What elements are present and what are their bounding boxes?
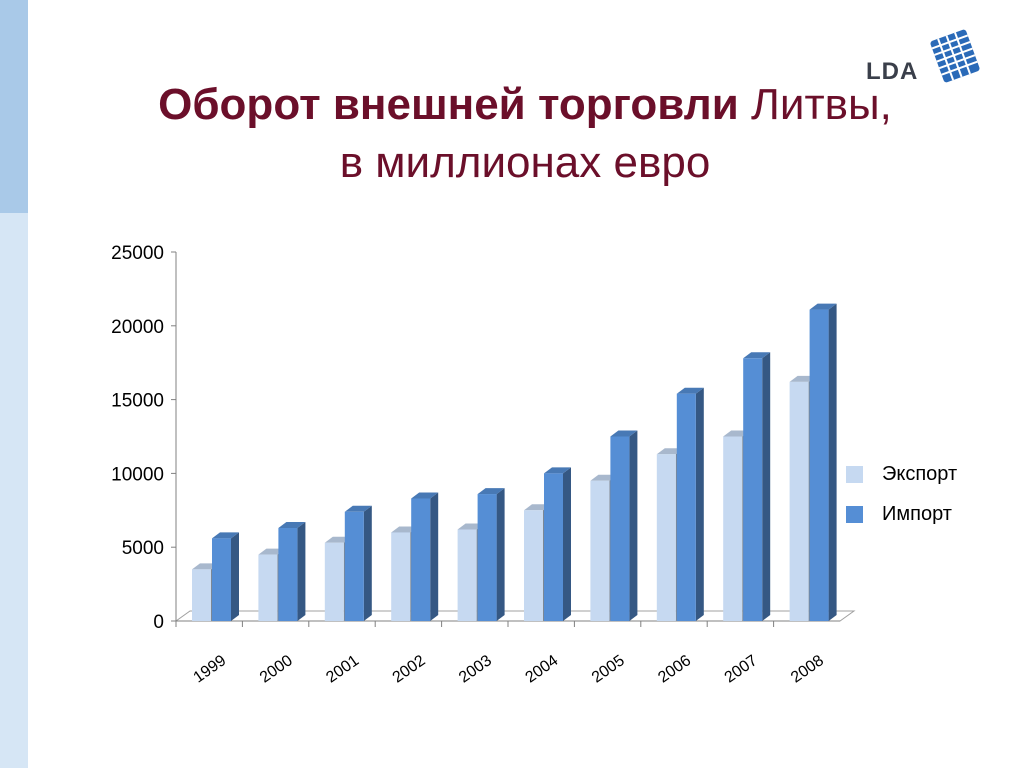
bar-top-import — [411, 492, 439, 499]
bar-top-import — [809, 303, 837, 310]
bar-side-import — [430, 492, 439, 621]
bar-top-import — [743, 352, 771, 359]
title-bold-part: Оборот внешней торговли — [158, 80, 739, 129]
y-tick-label: 20000 — [111, 317, 164, 338]
bar-export — [524, 510, 543, 621]
x-tick-label: 2004 — [522, 652, 561, 686]
x-tick-label: 2001 — [323, 652, 362, 686]
bar-export — [656, 454, 676, 621]
x-tick-label: 2003 — [456, 652, 495, 686]
bar-export — [590, 480, 610, 621]
bar-import — [743, 358, 763, 621]
bar-side-import — [496, 488, 505, 621]
bar-export — [457, 529, 477, 621]
x-tick-label: 2000 — [257, 652, 296, 686]
x-tick-label: 2002 — [390, 652, 429, 686]
bar-import — [544, 473, 563, 621]
bar-import — [411, 498, 431, 621]
bar-top-import — [212, 532, 239, 539]
bar-side-import — [297, 522, 306, 621]
bar-import — [610, 436, 630, 621]
y-tick-label: 15000 — [111, 391, 164, 412]
bar-export — [192, 569, 211, 621]
bar-import — [477, 494, 497, 621]
bar-import — [212, 538, 231, 621]
x-tick-label: 1999 — [190, 652, 229, 686]
bar-export — [789, 381, 809, 621]
bar-export — [258, 554, 278, 621]
x-tick-label: 2005 — [589, 652, 628, 686]
page-title: Оборот внешней торговли Литвы, в миллион… — [60, 76, 990, 192]
bar-top-import — [676, 387, 704, 394]
side-decor-bar-accent — [0, 0, 28, 213]
bar-top-import — [344, 505, 372, 512]
x-tick-label: 2008 — [788, 652, 827, 686]
globe-grid-icon — [930, 29, 980, 83]
logo-text: LDA — [866, 58, 919, 85]
bar-export — [391, 532, 411, 621]
x-tick-label: 2007 — [722, 652, 761, 686]
bar-side-import — [629, 430, 638, 621]
bar-import — [676, 393, 696, 621]
lda-logo: LDA — [866, 28, 984, 88]
y-tick-label: 10000 — [111, 464, 164, 485]
legend-label-import: Импорт — [882, 503, 952, 525]
bar-side-import — [762, 352, 771, 621]
legend-swatch-export — [846, 466, 863, 483]
bar-top-import — [477, 488, 505, 495]
y-tick-label: 5000 — [122, 538, 164, 559]
bar-side-import — [563, 467, 571, 621]
bar-export — [324, 542, 344, 621]
bar-side-import — [695, 387, 704, 621]
bar-side-import — [231, 532, 239, 621]
bar-side-import — [828, 303, 837, 621]
x-tick-label: 2006 — [655, 652, 694, 686]
bar-export — [723, 436, 743, 621]
bar-top-import — [544, 467, 571, 474]
bar-import — [344, 511, 364, 621]
title-subtitle: в миллионах евро — [339, 138, 711, 187]
legend-label-export: Экспорт — [882, 463, 958, 485]
bar-import — [278, 528, 298, 621]
y-tick-label: 25000 — [111, 243, 164, 264]
y-tick-label: 0 — [153, 612, 164, 633]
bar-import — [809, 309, 829, 621]
legend-swatch-import — [846, 506, 863, 523]
bar-top-import — [610, 430, 638, 437]
title-regular-part: Литвы, — [738, 80, 892, 129]
bar-top-import — [278, 522, 306, 529]
bar-side-import — [363, 505, 372, 621]
